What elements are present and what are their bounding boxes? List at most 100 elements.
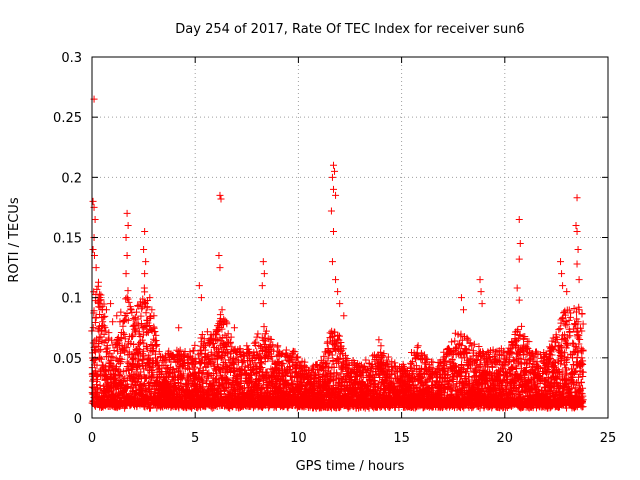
data-point [147,340,155,348]
data-point [128,366,136,374]
data-point [109,361,117,369]
data-point [246,350,254,358]
data-point [151,327,159,335]
data-point [123,358,131,366]
data-point [225,387,233,395]
data-point [140,347,148,355]
data-point [124,316,132,324]
data-point [190,347,198,355]
data-point [253,333,261,341]
data-point [134,363,142,371]
data-point [257,385,265,393]
data-point [256,365,264,373]
data-point [121,335,129,343]
data-point [258,364,266,372]
data-point [138,336,146,344]
data-point [106,349,114,357]
data-point [197,359,205,367]
data-point [123,309,131,317]
data-point [224,330,232,338]
data-point [224,376,232,384]
data-point [260,323,268,331]
data-point [163,365,171,373]
data-point [176,346,184,354]
data-point [137,368,145,376]
data-point [136,333,144,341]
data-point [198,349,206,357]
data-point [218,364,226,372]
data-point [131,327,139,335]
data-point [237,366,245,374]
data-point [110,346,118,354]
data-point [226,353,234,361]
data-point [103,344,111,352]
data-point [97,326,105,334]
data-point [145,322,153,330]
data-point [124,287,132,295]
data-point [175,367,183,375]
data-point [154,374,162,382]
data-point [174,367,182,375]
data-point [199,378,207,386]
data-point [226,338,234,346]
data-point [216,381,224,389]
data-point [118,355,126,363]
data-point [95,347,103,355]
data-point [153,341,161,349]
data-point [191,341,199,349]
data-point [140,355,148,363]
data-point [125,298,133,306]
data-point [206,339,214,347]
data-point [248,371,256,379]
data-point [250,348,258,356]
data-point [254,330,262,338]
data-point [238,365,246,373]
data-point [117,333,125,341]
data-point [94,278,102,286]
data-point [128,380,136,388]
data-point [154,358,162,366]
data-point [107,353,115,361]
data-point [95,334,103,342]
data-point [145,351,153,359]
data-point [164,379,172,387]
data-point [218,348,226,356]
data-point [117,308,125,316]
data-point [100,300,108,308]
data-point [155,348,163,356]
data-point [135,328,143,336]
data-point [137,312,145,320]
data-point [119,329,127,337]
data-point [217,354,225,362]
data-point [241,369,249,377]
data-point [198,331,206,339]
data-point [203,328,211,336]
data-point [200,335,208,343]
data-point [260,334,268,342]
data-point [207,351,215,359]
data-point [197,334,205,342]
data-point [124,351,132,359]
data-point [89,324,97,332]
data-point [165,347,173,355]
data-point [239,358,247,366]
data-point [267,335,275,343]
data-point [100,322,108,330]
data-point [101,312,109,320]
data-point [230,360,238,368]
data-point [109,353,117,361]
data-point [257,342,265,350]
data-point [100,313,108,321]
data-point [133,308,141,316]
data-point [169,365,177,373]
data-point [101,324,109,332]
data-point [144,380,152,388]
data-point [124,295,132,303]
data-point [102,327,110,335]
data-point [221,385,229,393]
data-point [218,325,226,333]
data-point [152,342,160,350]
data-point [143,303,151,311]
data-point [227,368,235,376]
